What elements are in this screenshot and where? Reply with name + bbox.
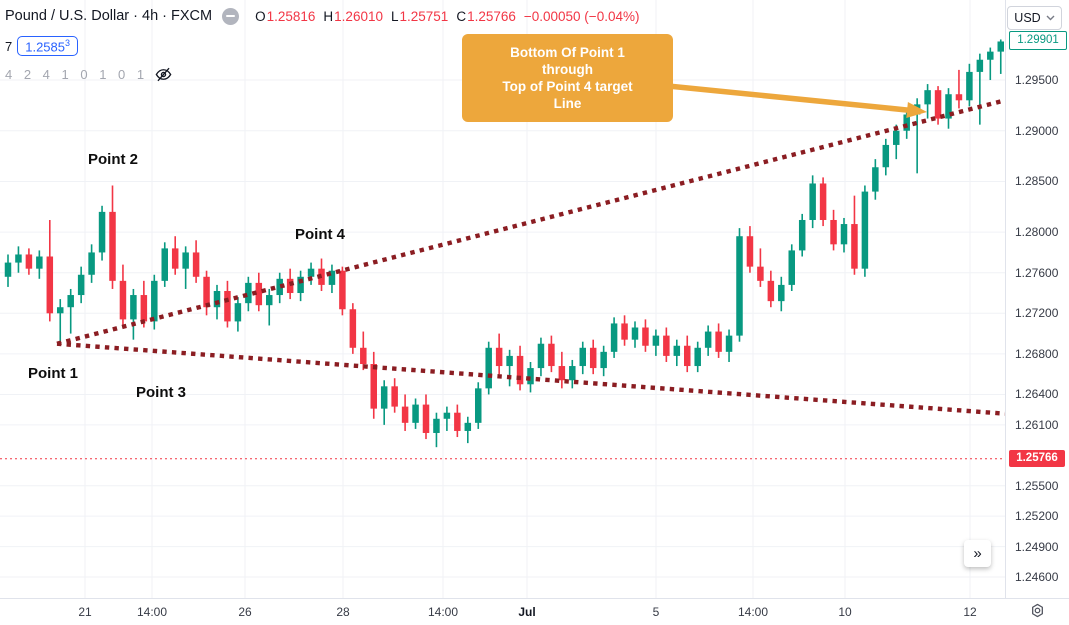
ohlc-readout: O 1.25816 H 1.26010 L 1.25751 C 1.25766 −0.0…	[255, 9, 639, 24]
open-label: O	[255, 8, 266, 24]
price-level-badge[interactable]: 1.25853	[17, 35, 79, 57]
time-tick-label: 21	[78, 605, 92, 619]
chevron-down-icon	[1046, 15, 1055, 21]
change-value: −0.00050 (−0.04%)	[523, 8, 640, 24]
legend-price-row: 7 1.25853	[5, 34, 639, 58]
low-value: 1.25751	[399, 8, 449, 24]
expand-toolbar-button[interactable]: »	[964, 540, 991, 567]
high-price-badge: 1.29901	[1009, 31, 1067, 51]
indicator-values: 4 2 4 1 0 1 0 1	[5, 66, 149, 82]
time-tick-label: 14:00	[136, 605, 168, 619]
price-tick-label: 1.27600	[1015, 265, 1059, 280]
gridlines	[0, 0, 1005, 598]
price-tick-label: 1.26800	[1015, 346, 1059, 361]
low-label: L	[390, 8, 399, 24]
eye-off-icon[interactable]	[154, 65, 173, 84]
price-tick-label: 1.26100	[1015, 417, 1059, 432]
callout-line: Bottom Of Point 1	[510, 45, 625, 60]
legend-symbol-row: Pound / U.S. Dollar · 4h · FXCM O 1.25816…	[5, 4, 639, 28]
time-axis[interactable]: 21 14:00 26 28 14:00 Jul 5 14:00 10 12	[0, 598, 1069, 625]
currency-dropdown[interactable]: USD	[1007, 6, 1062, 30]
callout-line: Line	[553, 96, 582, 111]
point-1-label[interactable]: Point 1	[28, 365, 79, 382]
price-tick-label: 1.29000	[1015, 123, 1059, 138]
price-level-value: 1.2585	[25, 39, 65, 55]
time-tick-label: 14:00	[427, 605, 459, 619]
time-tick-label: 26	[238, 605, 252, 619]
legend-indicator-row: 4 2 4 1 0 1 0 1	[5, 64, 639, 84]
clipped-value-text: 7	[5, 38, 13, 54]
price-axis[interactable]: 1.29901 1.25766 1.29500 1.29000 1.28500 1.2…	[1005, 0, 1069, 598]
time-tick-label: 5	[652, 605, 660, 619]
point-2-label[interactable]: Point 2	[88, 151, 139, 168]
price-tick-label: 1.27200	[1015, 306, 1059, 321]
price-tick-label: 1.29500	[1015, 73, 1059, 88]
time-tick-label: 14:00	[737, 605, 769, 619]
high-label: H	[323, 8, 334, 24]
callout-note[interactable]: Bottom Of Point 1 through Top of Point 4…	[462, 34, 673, 122]
high-value: 1.26010	[334, 8, 383, 24]
time-tick-label: Jul	[518, 605, 536, 619]
callout-line: Top of Point 4 target	[502, 79, 633, 94]
callout-line: through	[542, 62, 593, 77]
price-level-sup: 3	[65, 37, 71, 48]
time-tick-label: 28	[336, 605, 350, 619]
chart-legend: Pound / U.S. Dollar · 4h · FXCM O 1.25816…	[5, 4, 639, 84]
time-tick-label: 12	[963, 605, 977, 619]
close-label: C	[456, 8, 467, 24]
close-value: 1.25766	[467, 8, 516, 24]
last-price-badge: 1.25766	[1009, 450, 1065, 468]
settings-gear-icon[interactable]	[1028, 601, 1047, 620]
symbol-title: Pound / U.S. Dollar · 4h · FXCM	[5, 8, 213, 24]
price-tick-label: 1.25200	[1015, 509, 1059, 524]
collapse-legend-icon[interactable]	[222, 7, 240, 25]
price-tick-label: 1.28000	[1015, 225, 1059, 240]
point-3-label[interactable]: Point 3	[136, 384, 187, 401]
currency-label: USD	[1014, 11, 1041, 25]
open-value: 1.25816	[266, 8, 316, 24]
time-tick-label: 10	[838, 605, 852, 619]
price-tick-label: 1.26400	[1015, 387, 1059, 402]
price-tick-label: 1.24900	[1015, 539, 1059, 554]
price-tick-label: 1.28500	[1015, 174, 1059, 189]
price-tick-label: 1.25500	[1015, 478, 1059, 493]
point-4-label[interactable]: Point 4	[295, 226, 346, 243]
chart-plot-area[interactable]	[0, 0, 1005, 598]
price-tick-label: 1.24600	[1015, 570, 1059, 584]
